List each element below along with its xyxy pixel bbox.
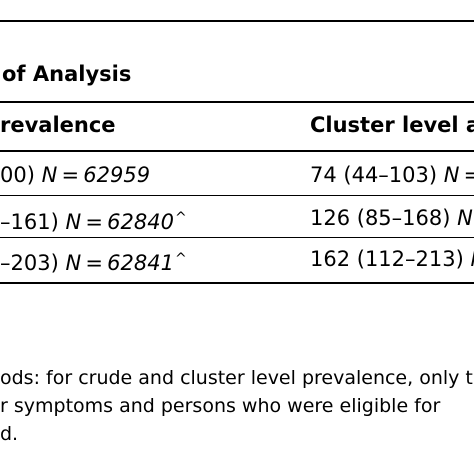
- caret-mark: ^: [174, 210, 187, 226]
- cell-n: N =: [457, 206, 474, 230]
- row-rule: [0, 195, 474, 196]
- caret-mark: ^: [174, 251, 187, 267]
- row-rule: [0, 237, 474, 238]
- col-header-cluster-level: Cluster level a: [310, 113, 474, 137]
- cell-n: N: [471, 247, 474, 271]
- footnote-line: r symptoms and persons who were eligible…: [0, 395, 441, 417]
- cell-ci: 00): [0, 163, 35, 187]
- cell-ci: 162 (112–213): [310, 247, 464, 271]
- table-row: 00) N = 62959: [0, 163, 150, 187]
- footnote-line: ods: for crude and cluster level prevale…: [0, 367, 473, 389]
- header-rule: [0, 150, 474, 152]
- cell-ci: –161): [0, 210, 59, 234]
- cell-n: N = (: [443, 163, 474, 187]
- footnote-line: d.: [0, 423, 19, 445]
- table-row: 162 (112–213) N: [310, 247, 474, 271]
- table-row: 74 (44–103) N = (: [310, 163, 474, 187]
- cell-n: N = 62841: [65, 251, 174, 275]
- col-header-crude-prevalence: revalence: [0, 113, 116, 137]
- group-header-rule: [0, 101, 474, 103]
- cell-n: N = 62959: [41, 163, 151, 187]
- table-top-rule: [0, 20, 474, 22]
- table-row: 126 (85–168) N =: [310, 206, 474, 230]
- table-row: –203) N = 62841^: [0, 247, 187, 275]
- cell-n: N = 62840: [65, 210, 174, 234]
- table-row: –161) N = 62840^: [0, 206, 187, 234]
- cell-ci: –203): [0, 251, 59, 275]
- cell-ci: 126 (85–168): [310, 206, 451, 230]
- group-header: of Analysis: [2, 62, 132, 86]
- cell-ci: 74 (44–103): [310, 163, 438, 187]
- table-bottom-rule: [0, 282, 474, 284]
